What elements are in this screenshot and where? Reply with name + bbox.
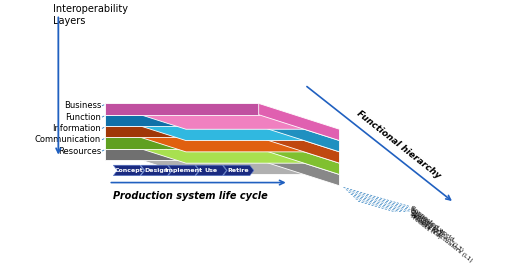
Polygon shape [223, 165, 254, 176]
Polygon shape [105, 126, 259, 137]
Polygon shape [105, 137, 339, 163]
Text: Business: Business [64, 101, 101, 110]
Text: Interoperability
Layers: Interoperability Layers [53, 4, 128, 27]
Text: Process (L0): Process (L0) [409, 213, 442, 240]
Polygon shape [259, 115, 339, 152]
Text: Use: Use [204, 168, 217, 173]
Text: Production system life cycle: Production system life cycle [113, 191, 268, 201]
Text: Information: Information [52, 124, 101, 133]
Polygon shape [259, 149, 339, 186]
Polygon shape [259, 126, 339, 163]
Polygon shape [196, 165, 227, 176]
Polygon shape [105, 149, 339, 174]
Polygon shape [105, 149, 259, 160]
Polygon shape [113, 165, 144, 176]
Text: Operations man*(L3): Operations man*(L3) [409, 208, 464, 252]
Polygon shape [105, 103, 259, 115]
Text: Communication: Communication [35, 135, 101, 144]
Text: Implement: Implement [165, 168, 203, 173]
Text: Retire: Retire [228, 168, 249, 173]
Polygon shape [105, 103, 339, 129]
Text: Function: Function [65, 113, 101, 122]
Polygon shape [259, 137, 339, 174]
Polygon shape [141, 165, 171, 176]
Text: Concept: Concept [114, 168, 143, 173]
Text: Connected world: Connected world [409, 205, 454, 241]
Text: Sensors & actuators (L1): Sensors & actuators (L1) [409, 211, 473, 263]
Text: Functional hierarchy: Functional hierarchy [355, 109, 442, 180]
Text: Product: Product [409, 214, 431, 233]
Text: Resources: Resources [58, 146, 101, 156]
Polygon shape [105, 115, 259, 126]
Polygon shape [105, 137, 259, 149]
Polygon shape [105, 126, 339, 152]
Polygon shape [168, 165, 199, 176]
Text: Design: Design [144, 168, 168, 173]
Polygon shape [259, 103, 339, 140]
Polygon shape [105, 115, 339, 140]
Text: Control (L2): Control (L2) [409, 209, 441, 236]
Text: Business (L4): Business (L4) [409, 206, 445, 236]
